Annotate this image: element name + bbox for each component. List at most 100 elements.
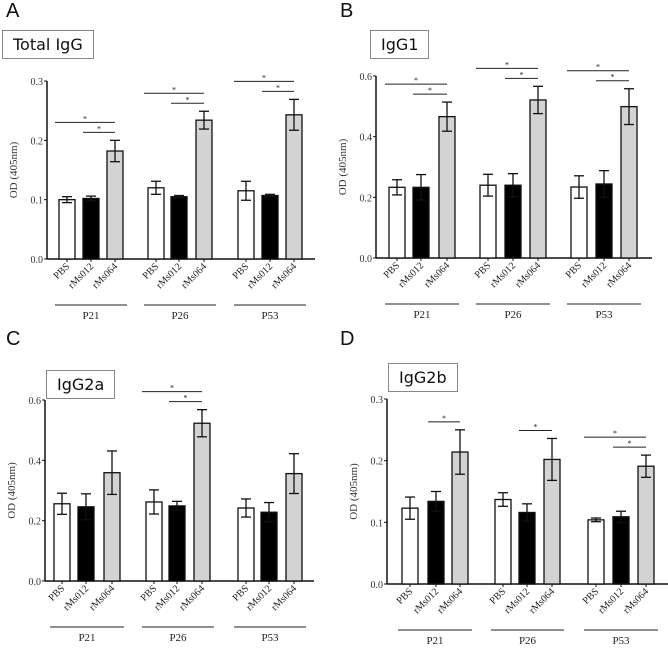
x-tick-label: rMs012 <box>154 261 184 291</box>
bar-rms012-p26 <box>170 196 188 260</box>
x-tick-label: rMs012 <box>396 260 426 290</box>
significance-star: * <box>442 414 446 423</box>
y-tick-label: 0.0 <box>360 254 373 265</box>
group-label-p26: P26 <box>519 635 537 647</box>
x-tick-label: rMs012 <box>411 586 441 616</box>
group-label-p26: P26 <box>169 632 187 644</box>
group-label-p53: P53 <box>261 632 279 644</box>
group-label-p21: P21 <box>78 632 95 644</box>
significance-star: * <box>414 76 418 85</box>
y-tick-label: 0.1 <box>31 196 44 207</box>
x-tick-label: rMs064 <box>422 260 452 290</box>
chart-igg2a: 0.00.20.40.6OD (405nm)PBSrMs012rMs064P21… <box>6 384 314 644</box>
group-label-p53: P53 <box>261 310 279 322</box>
y-tick-label: 0.1 <box>371 518 384 529</box>
x-tick-label: rMs012 <box>66 261 96 291</box>
significance-star: * <box>170 384 174 393</box>
x-tick-label: PBS <box>564 260 584 280</box>
x-tick-label: rMs012 <box>488 260 518 290</box>
x-tick-label: rMs064 <box>179 261 209 291</box>
x-tick-label: PBS <box>395 586 415 606</box>
y-tick-label: 0.0 <box>31 255 44 266</box>
significance-star: * <box>613 429 617 438</box>
y-tick-label: 0.4 <box>360 133 373 144</box>
panel-a: 0.0 0.1 0.2 0.3 OD (405nm) PBS rMs012 rMs064 * * P… <box>0 0 334 327</box>
bar-rms064-p21 <box>106 150 124 260</box>
significance-star: * <box>520 70 524 79</box>
y-tick-label: 0.2 <box>371 457 384 468</box>
bar-rms012-p26 <box>518 511 536 585</box>
group-label-p26: P26 <box>171 310 189 322</box>
group-label-p21: P21 <box>413 309 430 321</box>
bar-rms064-p26 <box>193 422 211 582</box>
chart-title: IgG2a <box>46 370 116 399</box>
y-axis-label: OD (405nm) <box>8 141 20 198</box>
y-tick-label: 0.3 <box>31 77 44 88</box>
significance-star: * <box>628 439 632 448</box>
y-axis-label: OD (405nm) <box>337 138 349 195</box>
x-tick-label: rMs064 <box>269 261 299 291</box>
group-label-p26: P26 <box>504 309 522 321</box>
bar-rms012-p26 <box>168 505 186 582</box>
y-tick-label: 0.6 <box>29 396 42 407</box>
y-tick-label: 0.3 <box>371 395 384 406</box>
x-tick-label: rMs012 <box>61 583 91 613</box>
bar-pbs-p21 <box>53 503 71 582</box>
x-tick-label: rMs064 <box>177 583 207 613</box>
x-tick-label: PBS <box>52 261 72 281</box>
bar-rms012-p53 <box>260 511 278 582</box>
x-tick-label: rMs012 <box>245 261 275 291</box>
x-tick-label: rMs064 <box>269 583 299 613</box>
x-tick-label: rMs012 <box>596 586 626 616</box>
x-tick-label: rMs012 <box>244 583 274 613</box>
bar-rms064-p53 <box>285 114 303 260</box>
significance-star: * <box>172 85 176 94</box>
significance-star: * <box>184 394 188 403</box>
y-tick-label: 0.2 <box>31 136 44 147</box>
chart-title: Total IgG <box>2 30 94 59</box>
significance-star: * <box>262 73 266 82</box>
chart-total-igg: 0.00.10.20.3OD (405nm)PBSrMs012rMs064**P… <box>8 73 315 322</box>
x-tick-label: PBS <box>488 586 508 606</box>
group-label-p21: P21 <box>426 635 443 647</box>
bar-rms064-p53 <box>620 105 638 259</box>
x-tick-label: PBS <box>231 261 251 281</box>
x-tick-label: PBS <box>382 260 402 280</box>
panel-d: 0.0 0.1 0.2 0.3 OD (405nm) PBS rMs012 rMs064 * P2… <box>334 328 668 655</box>
x-tick-label: rMs012 <box>502 586 532 616</box>
bar-rms012-p53 <box>261 194 279 260</box>
group-label-p21: P21 <box>82 310 99 322</box>
bar-pbs-p53 <box>237 190 255 260</box>
significance-star: * <box>534 422 538 431</box>
y-tick-label: 0.0 <box>371 580 384 591</box>
significance-star: * <box>428 86 432 95</box>
significance-star: * <box>596 63 600 72</box>
chart-igg1: 0.00.20.40.6OD (405nm)PBSrMs012rMs064**P… <box>337 60 652 321</box>
x-tick-label: rMs064 <box>513 260 543 290</box>
significance-star: * <box>83 114 87 123</box>
bar-rms064-p21 <box>438 115 456 259</box>
y-axis-label: OD (405nm) <box>6 462 18 519</box>
bar-pbs-p53 <box>237 507 255 582</box>
group-label-p53: P53 <box>612 635 630 647</box>
x-tick-label: PBS <box>581 586 601 606</box>
bar-pbs-p53 <box>587 519 605 585</box>
panel-c: 0.0 0.2 0.4 0.6 OD (405nm) PBS rMs012 rMs064 P21… <box>0 328 334 655</box>
x-tick-label: rMs012 <box>579 260 609 290</box>
y-tick-label: 0.2 <box>360 193 373 204</box>
y-tick-label: 0.0 <box>29 577 42 588</box>
bar-pbs-p26 <box>147 187 165 260</box>
bar-rms012-p53 <box>612 516 630 585</box>
bar-rms012-p21 <box>427 500 445 585</box>
chart-title: IgG2b <box>388 363 458 392</box>
x-tick-label: PBS <box>473 260 493 280</box>
significance-star: * <box>611 73 615 82</box>
bar-rms064-p26 <box>529 99 547 259</box>
x-tick-label: rMs064 <box>621 586 651 616</box>
bar-pbs-p21 <box>388 186 406 259</box>
panel-b: 0.0 0.2 0.4 0.6 OD (405nm) PBS rMs012 rMs064 * * P… <box>334 0 668 327</box>
chart-title: IgG1 <box>370 30 430 59</box>
y-tick-label: 0.2 <box>29 517 42 528</box>
significance-star: * <box>505 60 509 69</box>
significance-star: * <box>97 124 101 133</box>
